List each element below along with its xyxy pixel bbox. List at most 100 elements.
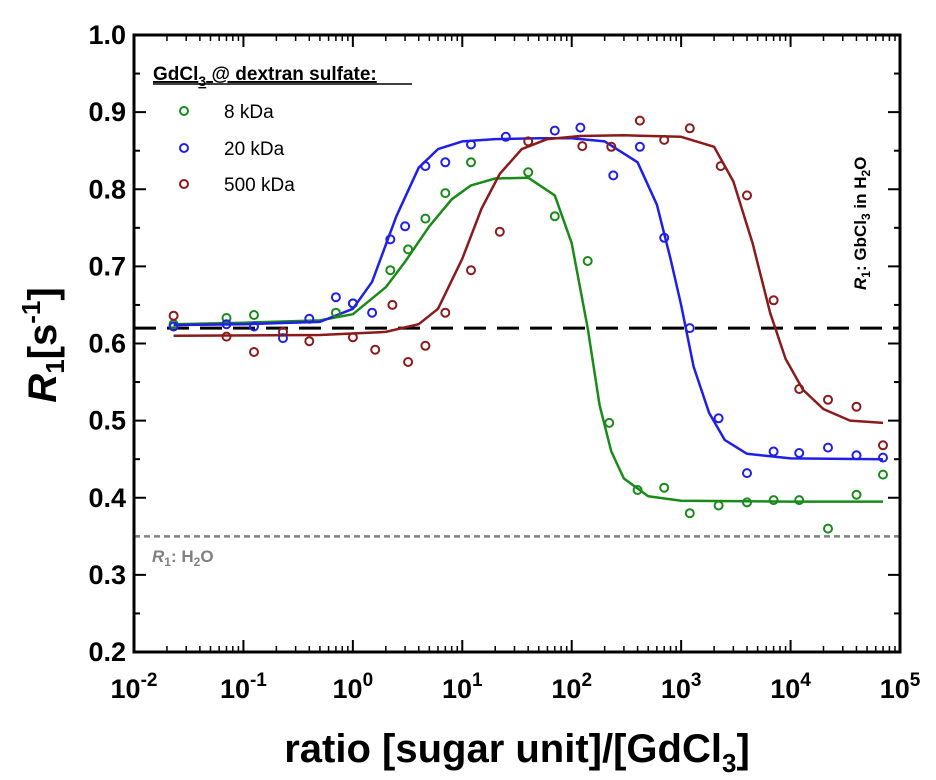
- data-point-500kda: [347, 332, 358, 343]
- data-point-20kda: [168, 321, 179, 332]
- gdcl3-reference-label: R1: GbCl3 in H2O: [851, 157, 873, 290]
- data-point-8kda: [659, 482, 670, 493]
- fit-curve-8kda: [173, 176, 883, 503]
- data-point-500kda: [794, 384, 805, 394]
- y-tick-label: 0.9: [88, 97, 126, 127]
- plot-frame: [132, 33, 902, 654]
- data-point-500kda: [168, 310, 179, 321]
- data-point-500kda: [523, 136, 534, 147]
- data-point-20kda: [347, 298, 358, 309]
- data-point-500kda: [304, 336, 315, 347]
- y-tick-label: 0.5: [88, 406, 126, 436]
- data-point-500kda: [249, 347, 259, 357]
- data-point-500kda: [440, 307, 451, 318]
- x-tick-label: 104: [770, 670, 811, 704]
- y-axis-title: R1[s-1]: [16, 287, 70, 402]
- fit-curves: [173, 134, 884, 503]
- data-point-8kda: [385, 265, 396, 276]
- data-point-8kda: [420, 213, 431, 224]
- y-tick-label: 0.3: [88, 560, 126, 590]
- x-tick-label: 100: [333, 670, 374, 704]
- data-point-500kda: [659, 134, 670, 145]
- legend-title: GdCl3 @ dextran sulfate:: [153, 64, 377, 89]
- data-point-8kda: [466, 157, 476, 168]
- data-point-8kda: [632, 485, 643, 495]
- y-tick-label: 1.0: [88, 20, 126, 50]
- data-point-500kda: [768, 295, 779, 306]
- data-point-8kda: [851, 489, 862, 500]
- data-point-8kda: [768, 495, 779, 506]
- fit-curve-20kda: [173, 137, 884, 461]
- data-point-20kda: [466, 139, 476, 150]
- data-point-8kda: [878, 469, 888, 480]
- legend-label-8kda: 8 kDa: [224, 102, 274, 123]
- data-point-8kda: [684, 508, 695, 519]
- x-tick-label: 105: [880, 670, 921, 704]
- data-point-20kda: [608, 170, 619, 181]
- data-point-8kda: [440, 188, 451, 199]
- data-point-20kda: [440, 157, 451, 168]
- y-tick-labels: 0.2 0.3 0.4 0.5 0.6 0.7 0.8 0.9 1.0: [88, 20, 126, 667]
- legend-label-20kda: 20 kDa: [224, 139, 285, 160]
- data-point-20kda: [575, 122, 586, 133]
- data-point-500kda: [715, 161, 726, 172]
- y-tick-label: 0.2: [88, 637, 126, 667]
- data-point-20kda: [659, 232, 670, 243]
- data-point-20kda: [878, 452, 888, 463]
- data-point-20kda: [823, 442, 833, 453]
- data-points: [168, 115, 888, 534]
- data-point-500kda: [684, 123, 695, 134]
- legend-label-500kda: 500 kDa: [224, 175, 295, 196]
- reference-lines: [134, 326, 900, 538]
- x-tick-label: 10-2: [111, 670, 158, 704]
- data-point-20kda: [713, 413, 724, 424]
- data-point-8kda: [523, 167, 534, 178]
- x-tick-label: 103: [661, 670, 702, 704]
- data-point-500kda: [823, 394, 833, 405]
- data-point-500kda: [742, 190, 752, 201]
- x-tick-labels: 10-2 10-1 100 101 102 103 104 105: [111, 670, 921, 704]
- x-tick-label: 101: [442, 670, 483, 704]
- data-point-500kda: [851, 401, 862, 412]
- legend-marker-20kda: [179, 143, 189, 153]
- h2o-reference-label: R1: H2O: [152, 547, 214, 569]
- data-point-500kda: [606, 141, 617, 152]
- data-point-500kda: [420, 340, 431, 351]
- y-tick-label: 0.7: [88, 251, 126, 281]
- data-point-500kda: [494, 226, 505, 237]
- legend-marker-500kda: [179, 179, 189, 189]
- data-point-20kda: [385, 234, 396, 245]
- data-point-20kda: [278, 333, 288, 344]
- data-point-500kda: [221, 331, 232, 342]
- data-point-8kda: [794, 495, 805, 506]
- data-point-20kda: [400, 221, 411, 232]
- data-point-20kda: [768, 446, 779, 457]
- data-point-8kda: [549, 211, 560, 222]
- data-point-20kda: [420, 161, 431, 172]
- data-point-20kda: [249, 321, 259, 332]
- data-point-8kda: [403, 244, 414, 255]
- data-point-500kda: [466, 265, 476, 276]
- data-point-8kda: [249, 310, 259, 320]
- data-point-8kda: [604, 417, 615, 428]
- data-point-20kda: [330, 292, 341, 303]
- data-point-8kda: [330, 307, 341, 318]
- tick-marks: [133, 34, 901, 653]
- data-point-20kda: [851, 450, 862, 461]
- data-point-20kda: [634, 141, 645, 152]
- data-point-20kda: [742, 468, 752, 479]
- data-point-500kda: [878, 440, 888, 451]
- y-tick-label: 0.8: [88, 174, 126, 204]
- data-point-20kda: [794, 448, 805, 458]
- data-point-8kda: [713, 500, 724, 511]
- data-point-500kda: [577, 141, 588, 152]
- legend-marker-8kda: [179, 106, 189, 116]
- data-point-500kda: [387, 299, 398, 310]
- data-point-500kda: [370, 344, 381, 355]
- data-point-20kda: [500, 131, 511, 142]
- x-tick-label: 10-1: [220, 670, 267, 704]
- data-point-20kda: [367, 307, 378, 318]
- data-point-20kda: [549, 125, 560, 136]
- data-point-500kda: [403, 357, 414, 367]
